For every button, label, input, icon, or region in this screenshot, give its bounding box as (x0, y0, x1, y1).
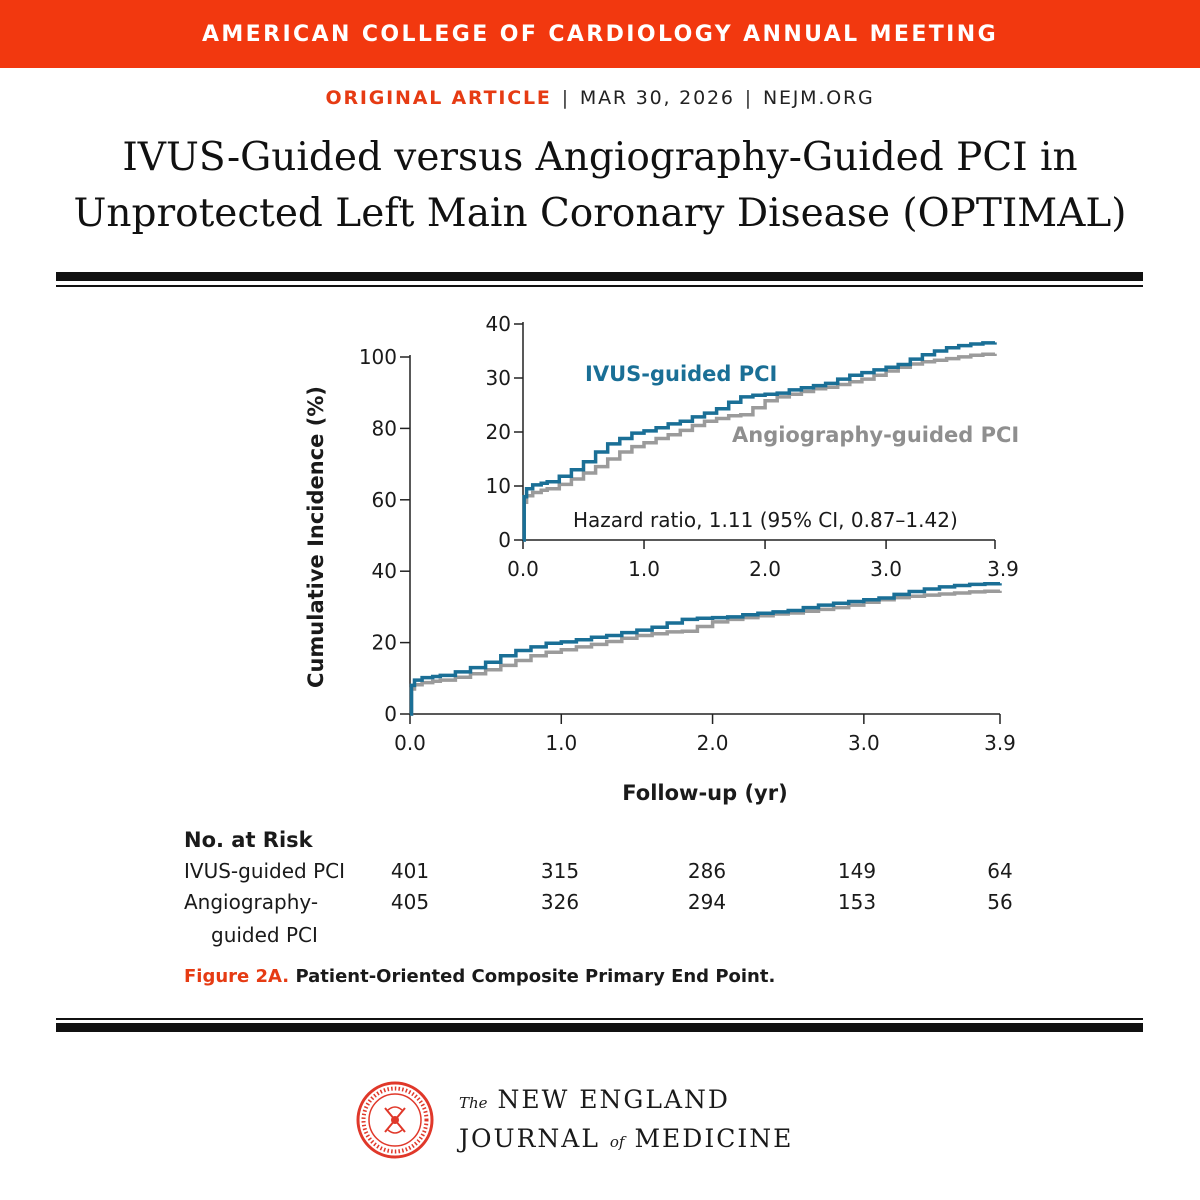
inset-x-tick-label: 3.9 (987, 557, 1019, 581)
wordmark-of: of (609, 1133, 625, 1151)
risk-count: 149 (838, 859, 876, 883)
wordmark-the: The (459, 1094, 488, 1112)
article-type: ORIGINAL ARTICLE (325, 87, 552, 109)
top-rule-thick (56, 272, 1143, 281)
main-curve-angiography (409, 589, 1002, 716)
main-x-tick-label: 3.0 (848, 731, 880, 755)
risk-count: 315 (541, 859, 579, 883)
risk-count: 326 (541, 890, 579, 914)
article-meta: ORIGINAL ARTICLE | MAR 30, 2026 | NEJM.ORG (0, 87, 1200, 109)
meta-separator: | (561, 87, 570, 109)
figure-label: Figure 2A. (184, 966, 290, 987)
x-axis-label: Follow-up (yr) (622, 781, 787, 805)
article-site: NEJM.ORG (762, 87, 875, 109)
hazard-ratio-annotation: Hazard ratio, 1.11 (95% CI, 0.87–1.42) (573, 508, 958, 532)
figure-caption-text: Patient-Oriented Composite Primary End P… (295, 966, 776, 987)
top-rule-thin (56, 285, 1143, 287)
main-x-tick-label: 2.0 (697, 731, 729, 755)
main-y-tick-label: 100 (359, 345, 397, 369)
bottom-rule-thick (56, 1023, 1143, 1032)
bottom-rule-thin (56, 1018, 1143, 1020)
risk-count: 286 (688, 859, 726, 883)
risk-count: 405 (391, 890, 429, 914)
inset-curve-ivus (522, 341, 997, 542)
massachusetts-medical-society-seal-icon (356, 1081, 434, 1159)
main-x-tick-label: 3.9 (984, 731, 1016, 755)
inset-x-tick-label: 1.0 (628, 557, 660, 581)
nejm-wordmark: The NEW ENGLAND JOURNAL of MEDICINE (459, 1082, 793, 1160)
risk-count: 56 (987, 890, 1012, 914)
inset-y-tick-label: 0 (498, 528, 511, 552)
inset-x-tick-label: 3.0 (870, 557, 902, 581)
inset-label-ivus: IVUS-guided PCI (585, 362, 777, 386)
risk-count: 294 (688, 890, 726, 914)
article-title: IVUS-Guided versus Angiography-Guided PC… (40, 130, 1160, 242)
inset-axes: 0 10 20 30 40 0.0 1.0 2.0 3.0 3.9 (486, 312, 1019, 581)
meeting-banner: AMERICAN COLLEGE OF CARDIOLOGY ANNUAL ME… (0, 0, 1200, 68)
main-y-tick-label: 40 (372, 559, 397, 583)
risk-count: 153 (838, 890, 876, 914)
inset-y-tick-label: 40 (486, 312, 511, 336)
risk-count: 401 (391, 859, 429, 883)
nejm-footer: The NEW ENGLAND JOURNAL of MEDICINE (355, 1076, 875, 1166)
wordmark-medicine: MEDICINE (634, 1124, 794, 1153)
article-title-line-1: IVUS-Guided versus Angiography-Guided PC… (122, 135, 1078, 180)
risk-table: No. at Risk IVUS-guided PCI 401 315 286 149 64… (184, 828, 1013, 947)
y-axis-label: Cumulative Incidence (%) (304, 386, 328, 688)
risk-row-label: guided PCI (211, 923, 318, 947)
article-date: MAR 30, 2026 (579, 87, 735, 109)
inset-y-tick-label: 10 (486, 474, 511, 498)
inset-background (521, 320, 997, 540)
wordmark-journal: JOURNAL (459, 1124, 600, 1153)
risk-count: 64 (987, 859, 1012, 883)
inset-y-tick-label: 30 (486, 366, 511, 390)
main-y-tick-label: 0 (384, 702, 397, 726)
main-x-tick-label: 0.0 (394, 731, 426, 755)
inset-x-tick-label: 2.0 (749, 557, 781, 581)
main-curves (409, 581, 1002, 716)
figure-caption: Figure 2A. Patient-Oriented Composite Pr… (184, 966, 775, 987)
main-y-tick-label: 20 (372, 631, 397, 655)
article-title-line-2: Unprotected Left Main Coronary Disease (… (73, 191, 1127, 236)
banner-text: AMERICAN COLLEGE OF CARDIOLOGY ANNUAL ME… (201, 21, 999, 47)
main-y-tick-label: 60 (372, 488, 397, 512)
meta-separator: | (744, 87, 753, 109)
inset-x-tick-label: 0.0 (507, 557, 539, 581)
risk-row-label: Angiography- (184, 890, 318, 914)
inset-label-angio: Angiography-guided PCI (732, 423, 1019, 447)
risk-table-title: No. at Risk (184, 828, 314, 852)
main-y-tick-label: 80 (372, 416, 397, 440)
main-x-tick-label: 1.0 (545, 731, 577, 755)
wordmark-new-england: NEW ENGLAND (497, 1085, 730, 1114)
inset-y-tick-label: 20 (486, 420, 511, 444)
inset-curves (522, 341, 997, 542)
risk-row-label: IVUS-guided PCI (184, 859, 345, 883)
main-curve-ivus (409, 581, 1002, 716)
